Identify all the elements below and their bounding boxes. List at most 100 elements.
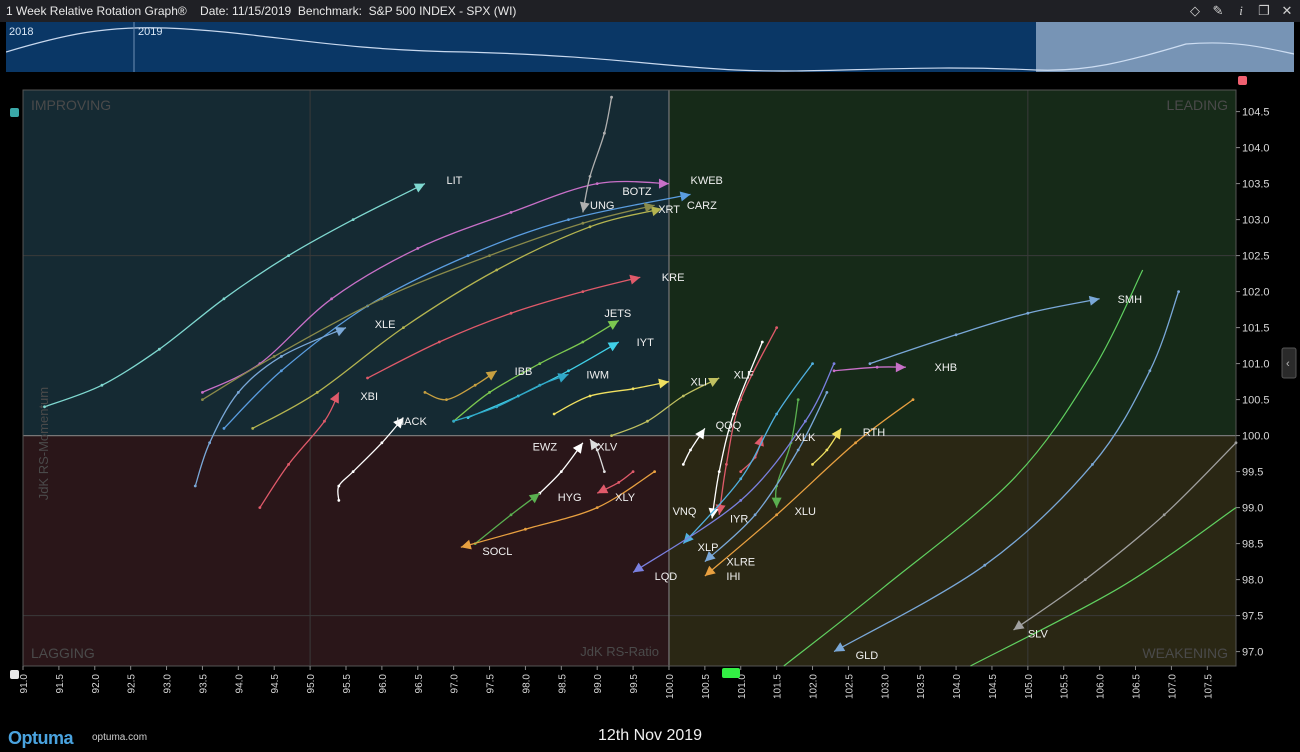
y-tick-label: 101.0 [1242,359,1270,371]
point-lit [222,297,226,301]
head-xlf[interactable] [708,378,720,387]
head-xly[interactable] [597,484,609,494]
head-rth[interactable] [831,428,842,440]
point-jets [581,340,585,344]
head-botz[interactable] [679,191,691,202]
head-ewz[interactable] [572,442,583,454]
head-xle[interactable] [334,327,346,337]
point-xle [236,391,240,394]
head-xhb[interactable] [895,362,906,373]
x-tick-label: 101.0 [737,674,748,699]
head-iyt[interactable] [607,342,619,352]
track-xlre[interactable] [704,391,829,563]
track-kre[interactable] [366,274,641,380]
track-iwm[interactable] [452,373,569,423]
track-xlf[interactable] [610,377,720,437]
optuma-site[interactable]: optuma.com [92,732,148,743]
rrg-chart[interactable]: IMPROVING LEADING LAGGING WEAKENING JdK RS-… [0,72,1300,722]
y-tick-label: 97.5 [1242,611,1263,623]
point-kweb [330,297,334,301]
scroll-right-tab[interactable] [1281,347,1297,379]
point-xrt [488,254,491,257]
pin-icon[interactable]: ✎ [1212,3,1224,18]
head-xli[interactable] [658,378,669,389]
point-lqd [832,362,836,365]
head-socl[interactable] [460,539,472,550]
head-iyr[interactable] [708,507,719,519]
head-lit[interactable] [413,183,425,193]
track-carz[interactable] [251,206,662,430]
track-ibb[interactable] [423,370,498,401]
track-rth[interactable] [811,428,842,466]
quadrant-improving [23,90,669,436]
point-xrt [272,355,276,358]
improving-marker-button[interactable] [10,108,19,117]
track-xlu[interactable] [771,398,800,508]
track-xle[interactable] [193,327,347,488]
head-kre[interactable] [629,274,641,285]
track-qqq[interactable] [681,428,706,466]
head-carz[interactable] [650,206,662,217]
track-xrt[interactable] [201,202,655,401]
track-xlv[interactable] [589,438,606,473]
head-qqq[interactable] [695,428,705,440]
quadrant-weakening [668,435,1236,666]
head-xbi[interactable] [329,392,339,404]
point-xlre [796,448,800,452]
head-hyg[interactable] [528,493,540,504]
lagging-marker-button[interactable] [10,670,19,679]
head-lqd[interactable] [633,562,645,573]
track-slv[interactable] [1013,441,1238,631]
head-ibb[interactable] [485,370,497,381]
point-kweb [201,391,204,394]
x-tick-label: 106.5 [1132,674,1143,699]
track-socl[interactable] [460,470,657,550]
track-xbi[interactable] [258,392,340,509]
track-smh[interactable] [868,295,1100,365]
head-ihi[interactable] [704,565,716,576]
track-xli[interactable] [552,378,670,416]
track-kweb[interactable] [201,178,669,394]
track-ung[interactable] [579,95,613,213]
track-jets[interactable] [452,319,620,423]
head-slv[interactable] [1013,620,1025,630]
head-smh[interactable] [1088,295,1100,306]
x-tick-label: 100.5 [701,674,712,699]
navigator-selection[interactable] [1036,22,1294,72]
point-xlp [775,412,779,416]
head-xlv[interactable] [590,439,600,451]
track-gld[interactable] [833,290,1180,653]
head-xlu[interactable] [771,497,782,508]
track-ewz[interactable] [538,442,584,495]
head-gld[interactable] [834,642,846,652]
head-kweb[interactable] [658,178,669,189]
head-hack[interactable] [393,417,404,429]
series-label-kre: KRE [662,272,685,284]
track-xly[interactable] [596,470,635,494]
diamond-icon[interactable]: ◇ [1190,3,1200,18]
track-ihi[interactable] [704,398,915,577]
track-hack[interactable] [337,417,404,502]
head-iwm[interactable] [557,373,569,383]
point-xlv [602,470,606,473]
point-vnq [739,398,743,401]
x-tick-label: 92.0 [91,674,102,694]
track-lit[interactable] [43,183,426,409]
track-xhb[interactable] [832,362,906,373]
leading-marker-button[interactable] [1238,76,1247,85]
head-xlre[interactable] [704,551,716,562]
rs-ratio-slider-handle[interactable] [722,668,740,678]
head-ung[interactable] [579,201,590,213]
head-jets[interactable] [607,320,619,330]
point-xbi [323,419,326,423]
point-slv [1083,578,1087,581]
track-lqd[interactable] [632,362,836,573]
track-iyr[interactable] [708,340,764,519]
info-icon[interactable]: i [1239,3,1243,18]
point-kre [366,376,369,380]
y-tick-label: 99.0 [1242,503,1263,515]
head-xrt[interactable] [643,202,655,213]
point-ibb [445,398,448,401]
close-icon[interactable]: ✕ [1281,3,1293,18]
restore-icon[interactable]: ❐ [1258,3,1270,18]
